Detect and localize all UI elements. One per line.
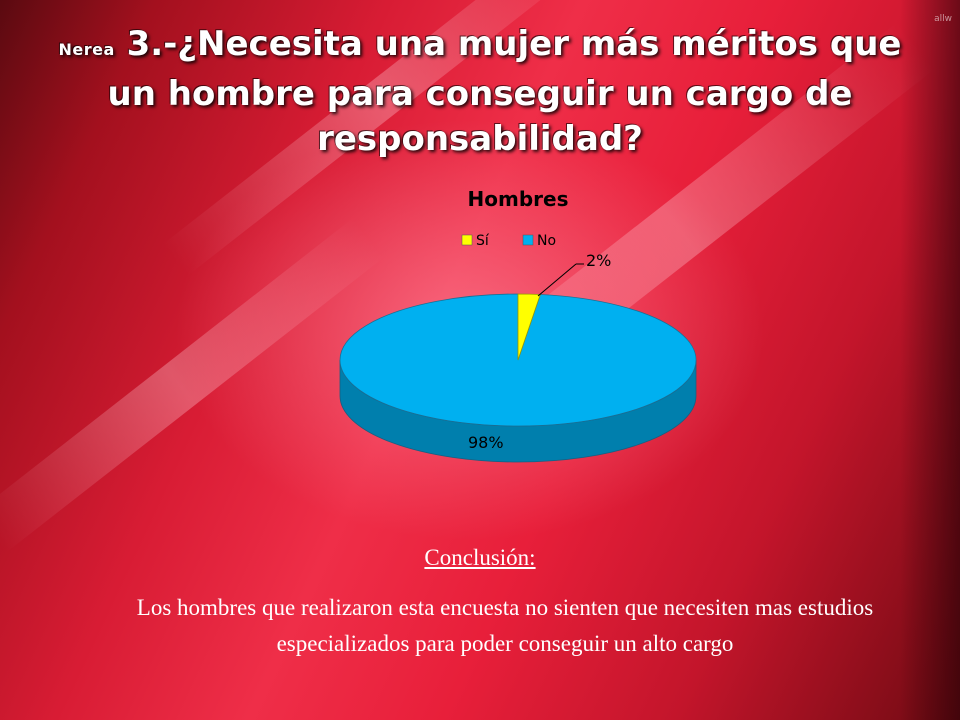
legend-label-no: No (537, 233, 556, 249)
data-label-no: 98% (468, 433, 504, 452)
data-label-leader-line (537, 263, 577, 297)
chart-title: Hombres (468, 187, 569, 211)
pie-chart: Hombres Sí No 2% 98% (339, 187, 697, 463)
conclusion-text: Los hombres que realizaron esta encuesta… (136, 595, 874, 656)
slide-title: Nerea 3.-¿Necesita una mujer más méritos… (50, 22, 910, 162)
legend-label-si: Sí (476, 233, 490, 249)
title-question: 3.-¿Necesita una mujer más méritos que u… (107, 24, 902, 159)
chart-legend: Sí No (461, 233, 556, 249)
legend-swatch-si (461, 234, 473, 246)
data-label-si: 2% (586, 251, 611, 270)
corner-watermark: allw (934, 14, 952, 24)
legend-swatch-no (522, 234, 534, 246)
conclusion-heading: Conclusión: (424, 545, 536, 570)
title-author: Nerea (58, 40, 115, 59)
